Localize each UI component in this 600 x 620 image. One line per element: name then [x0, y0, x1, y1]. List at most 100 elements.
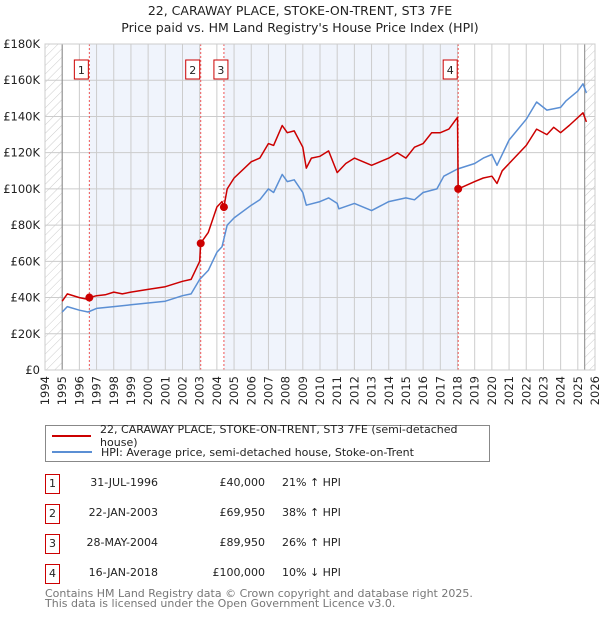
x-tick-label: 1997: [90, 376, 104, 405]
chart-title: 22, CARAWAY PLACE, STOKE-ON-TRENT, ST3 7…: [147, 3, 453, 18]
transaction-price: £89,950: [219, 536, 266, 549]
transaction-hpi-diff: 26% ↑ HPI: [282, 536, 341, 549]
x-tick-label: 1998: [107, 376, 121, 405]
transaction-price: £69,950: [219, 506, 266, 519]
chart-subtitle: Price paid vs. HM Land Registry's House …: [121, 20, 479, 35]
x-tick-label: 2009: [296, 376, 310, 405]
sale-point: [85, 293, 94, 302]
footer: Contains HM Land Registry data © Crown c…: [45, 587, 473, 610]
x-tick-label: 2006: [244, 376, 258, 405]
legend-label-hpi: HPI: Average price, semi-detached house,…: [101, 445, 414, 459]
y-tick-label: £180K: [3, 37, 40, 51]
sale-label-box: [213, 59, 229, 80]
x-tick-label: 2017: [433, 376, 447, 405]
transaction-number: 1: [45, 474, 60, 494]
sale-label-3: 3: [213, 59, 229, 80]
sale-label-number: 2: [189, 64, 196, 77]
x-tick-label: 2001: [158, 376, 172, 405]
x-tick-label: 2018: [451, 376, 465, 405]
x-tick-label: 2011: [330, 376, 344, 405]
legend-item-property: 22, CARAWAY PLACE, STOKE-ON-TRENT, ST3 7…: [52, 423, 489, 449]
legend-swatch-red: [52, 435, 92, 437]
transaction-row: 3 28-MAY-2004 £89,950 26% ↑ HPI: [45, 534, 445, 554]
y-tick-label: £40K: [11, 291, 41, 305]
y-tick-label: £160K: [3, 73, 40, 87]
legend-swatch-blue: [52, 451, 92, 453]
no-data-hatch: [584, 44, 595, 370]
x-tick-label: 2016: [416, 376, 430, 405]
transaction-price: £40,000: [219, 476, 266, 489]
x-tick-label: 2024: [554, 376, 568, 405]
legend: 22, CARAWAY PLACE, STOKE-ON-TRENT, ST3 7…: [45, 423, 490, 462]
footer-licence: This data is licensed under the Open Gov…: [45, 597, 396, 610]
x-tick-label: 2014: [382, 376, 396, 405]
sale-label-number: 3: [217, 64, 224, 77]
sale-label-number: 1: [78, 64, 85, 77]
y-tick-label: £60K: [11, 254, 41, 268]
sale-label-number: 4: [447, 64, 454, 77]
x-tick-label: 2010: [313, 376, 327, 405]
transaction-hpi-diff: 38% ↑ HPI: [282, 506, 341, 519]
sale-point: [219, 203, 228, 212]
x-tick-label: 2019: [468, 376, 482, 405]
x-tick-label: 2000: [141, 376, 155, 405]
x-tick-label: 2025: [571, 376, 585, 405]
y-tick-label: £0: [25, 363, 40, 377]
x-tick-label: 2003: [193, 376, 207, 405]
x-tick-label: 2002: [176, 376, 190, 405]
sale-label-box: [73, 59, 89, 80]
x-tick-label: 2008: [279, 376, 293, 405]
transaction-number: 2: [45, 504, 60, 524]
x-tick-label: 2013: [365, 376, 379, 405]
x-tick-label: 1996: [72, 376, 86, 405]
sale-label-4: 4: [442, 59, 458, 80]
plot-border: [44, 43, 596, 371]
ownership-shade: [89, 44, 201, 370]
x-tick-label: 2022: [519, 376, 533, 405]
sale-label-1: 1: [73, 59, 89, 80]
transaction-date: 28-MAY-2004: [86, 536, 158, 549]
sale-point: [196, 239, 205, 248]
x-tick-label: 2026: [588, 376, 600, 405]
y-tick-label: £100K: [3, 182, 40, 196]
x-tick-label: 2004: [210, 376, 224, 405]
legend-label-property: 22, CARAWAY PLACE, STOKE-ON-TRENT, ST3 7…: [100, 423, 458, 449]
x-tick-label: 2023: [536, 376, 550, 405]
no-data-hatch: [45, 44, 63, 370]
x-tick-label: 2020: [485, 376, 499, 405]
y-tick-label: £80K: [11, 218, 41, 232]
x-tick-label: 2012: [347, 376, 361, 405]
hpi-line: [61, 83, 588, 313]
sale-label-2: 2: [185, 59, 201, 80]
sale-label-box: [442, 59, 458, 80]
footer-copyright: Contains HM Land Registry data © Crown c…: [45, 587, 473, 600]
transaction-number: 3: [45, 534, 60, 554]
transaction-date: 31-JUL-1996: [90, 476, 158, 489]
transaction-date: 22-JAN-2003: [88, 506, 158, 519]
x-tick-label: 2021: [502, 376, 516, 405]
transaction-number: 4: [45, 564, 60, 584]
price-chart: 1994 1995 1996 1997 1998 1999 2000 2001 2002 2003…: [3, 37, 600, 405]
transaction-row: 4 16-JAN-2018 £100,000 10% ↓ HPI: [45, 564, 445, 584]
x-tick-label: 1999: [124, 376, 138, 405]
ownership-shade: [223, 44, 459, 370]
x-tick-label: 2007: [261, 376, 275, 405]
transaction-hpi-diff: 10% ↓ HPI: [282, 566, 341, 579]
transaction-row: 1 31-JUL-1996 £40,000 21% ↑ HPI: [45, 474, 445, 494]
x-tick-label: 2005: [227, 376, 241, 405]
property-price-line: [61, 112, 588, 302]
transaction-hpi-diff: 21% ↑ HPI: [282, 476, 341, 489]
x-tick-label: 2015: [399, 376, 413, 405]
y-tick-label: £120K: [3, 146, 40, 160]
legend-item-hpi: HPI: Average price, semi-detached house,…: [52, 444, 414, 460]
x-tick-label: 1995: [55, 376, 69, 405]
x-tick-label: 1994: [38, 376, 52, 405]
sale-label-box: [185, 59, 201, 80]
transaction-date: 16-JAN-2018: [88, 566, 158, 579]
sale-point: [454, 184, 463, 193]
y-tick-label: £140K: [3, 109, 40, 123]
y-tick-label: £20K: [11, 327, 41, 341]
transaction-price: £100,000: [212, 566, 266, 579]
transaction-row: 2 22-JAN-2003 £69,950 38% ↑ HPI: [45, 504, 445, 524]
